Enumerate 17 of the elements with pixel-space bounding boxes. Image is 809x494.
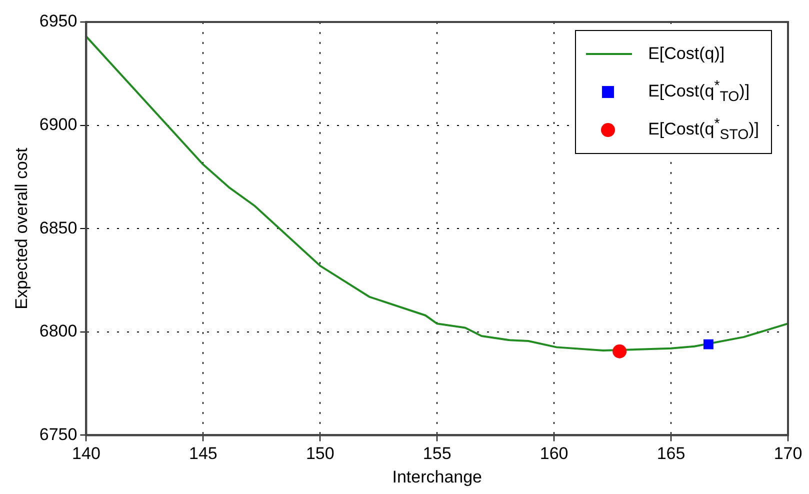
- x-tick-label: 145: [188, 444, 218, 464]
- y-axis-title: Expected overall cost: [12, 148, 31, 310]
- x-tick-label: 170: [774, 444, 802, 464]
- legend-label: E[Cost(q$^{*}$$_{TO}$)]: [648, 78, 750, 106]
- y-tick-label: 6850: [39, 218, 78, 238]
- y-tick-label: 6750: [39, 424, 78, 444]
- x-tick-label: 155: [422, 444, 452, 464]
- x-tick-label: 140: [72, 444, 100, 464]
- legend-label: E[Cost(q$^{*}$$_{STO}$)]: [648, 116, 759, 144]
- x-tick-label: 160: [540, 444, 568, 464]
- x-axis-title: Interchange: [392, 467, 482, 486]
- y-tick-label: 6800: [39, 322, 78, 341]
- y-tick-label: 6900: [39, 114, 78, 134]
- y-tick-label: 6950: [39, 12, 78, 31]
- x-tick-label: 165: [656, 444, 686, 464]
- legend-label: E[Cost(q)]: [648, 44, 725, 64]
- x-tick-label: 150: [306, 444, 334, 464]
